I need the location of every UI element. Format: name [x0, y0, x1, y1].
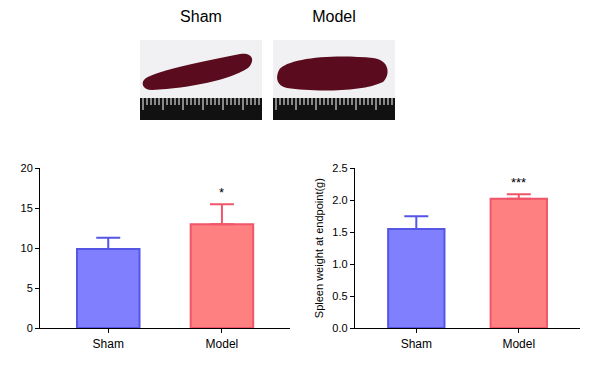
svg-text:*: * [219, 185, 224, 200]
svg-text:10: 10 [21, 242, 33, 254]
svg-text:Sham: Sham [93, 337, 124, 351]
svg-text:Model: Model [502, 337, 535, 351]
html-text:Model: Model [312, 8, 356, 25]
svg-text:0: 0 [27, 322, 33, 334]
svg-text:Sham: Sham [401, 337, 432, 351]
html-text:Sham: Sham [180, 8, 222, 25]
svg-text:20: 20 [21, 162, 33, 174]
svg-text:0.5: 0.5 [332, 290, 347, 302]
svg-text:5: 5 [27, 282, 33, 294]
svg-text:2.5: 2.5 [332, 162, 347, 174]
svg-text:***: *** [511, 175, 526, 190]
svg-text:2.0: 2.0 [332, 194, 347, 206]
svg-text:1.5: 1.5 [332, 226, 347, 238]
svg-text:1.0: 1.0 [332, 258, 347, 270]
svg-text:15: 15 [21, 202, 33, 214]
svg-text:0.0: 0.0 [332, 322, 347, 334]
svg-text:Spleen weight at endpoint(g): Spleen weight at endpoint(g) [313, 178, 325, 318]
svg-text:Model: Model [206, 337, 239, 351]
